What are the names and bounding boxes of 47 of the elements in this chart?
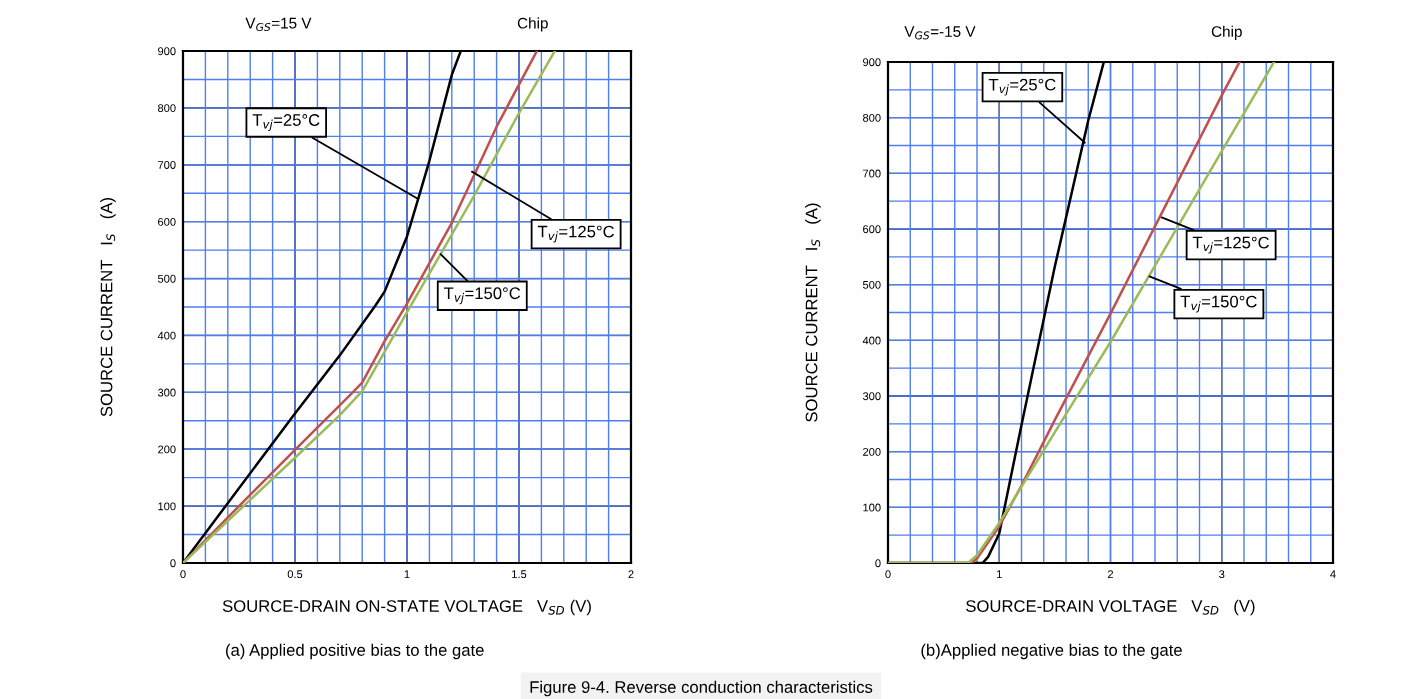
y-tick-label: 200: [863, 447, 881, 456]
text: Chip: [1211, 25, 1242, 40]
y-tick-label: 400: [157, 331, 176, 340]
y-tick-label: 200: [158, 445, 176, 454]
y-tick-label: 400: [862, 336, 881, 345]
annotation: T$_{vj}$=125°C: [537, 225, 615, 243]
text: (a) Applied positive bias to the gate: [226, 643, 484, 660]
text: Chip: [517, 17, 548, 32]
text: SOURCE CURRENT I$_{S}$ (A): [805, 203, 821, 422]
annotation: T$_{vj}$=150°C: [443, 287, 521, 305]
y-tick-label: 900: [863, 58, 881, 67]
x-tick-label: 0.5: [287, 570, 303, 579]
y-tick-label: 600: [158, 217, 176, 226]
y-tick-label: 600: [863, 225, 881, 234]
y-tick-label: 700: [863, 169, 881, 178]
y-tick-label: 0: [170, 559, 176, 568]
y-tick-label: 300: [862, 392, 881, 401]
annotation: T$_{vj}$=25°C: [252, 114, 320, 131]
x-tick-label: 3: [1219, 570, 1225, 579]
text: V$_{GS}$=15 V: [245, 17, 312, 32]
y-tick-label: 100: [863, 503, 881, 512]
y-tick-label: 500: [157, 274, 176, 283]
y-tick-label: 300: [157, 388, 176, 397]
annotation: T$_{vj}$=125°C: [1192, 236, 1269, 254]
y-tick-label: 800: [158, 104, 176, 113]
text: V$_{GS}$=-15 V: [904, 26, 976, 40]
x-tick-label: 1: [997, 570, 1002, 578]
x-tick-label: 0: [885, 570, 891, 579]
y-tick-label: 500: [862, 280, 881, 289]
caption: Figure 9-4. Reverse conduction characteristics: [530, 680, 873, 697]
annotation: T$_{vj}$=150°C: [1180, 295, 1257, 313]
x-tick-label: 0: [180, 570, 186, 579]
y-tick-label: 700: [158, 161, 176, 169]
y-tick-label: 0: [875, 559, 881, 568]
y-tick-label: 900: [158, 47, 176, 56]
y-tick-label: 800: [863, 113, 881, 122]
x-axis-title: SOURCE-DRAIN ON-STATE VOLTAGE V$_{SD}$ (V): [222, 599, 591, 616]
x-tick-label: 1.5: [512, 570, 527, 579]
x-tick-label: 2: [628, 570, 634, 578]
text: SOURCE-DRAIN VOLTAGE V$_{SD}$ (V): [966, 599, 1255, 616]
y-tick-label: 100: [158, 502, 176, 511]
x-tick-label: 2: [1107, 570, 1114, 578]
x-tick-label: 1: [404, 570, 410, 578]
text: SOURCE CURRENT I$_{S}$ (A): [100, 198, 116, 417]
annotation: T$_{vj}$=25°C: [988, 78, 1056, 96]
x-tick-label: 4: [1330, 570, 1336, 578]
text: (b)Applied negative bias to the gate: [921, 643, 1182, 660]
